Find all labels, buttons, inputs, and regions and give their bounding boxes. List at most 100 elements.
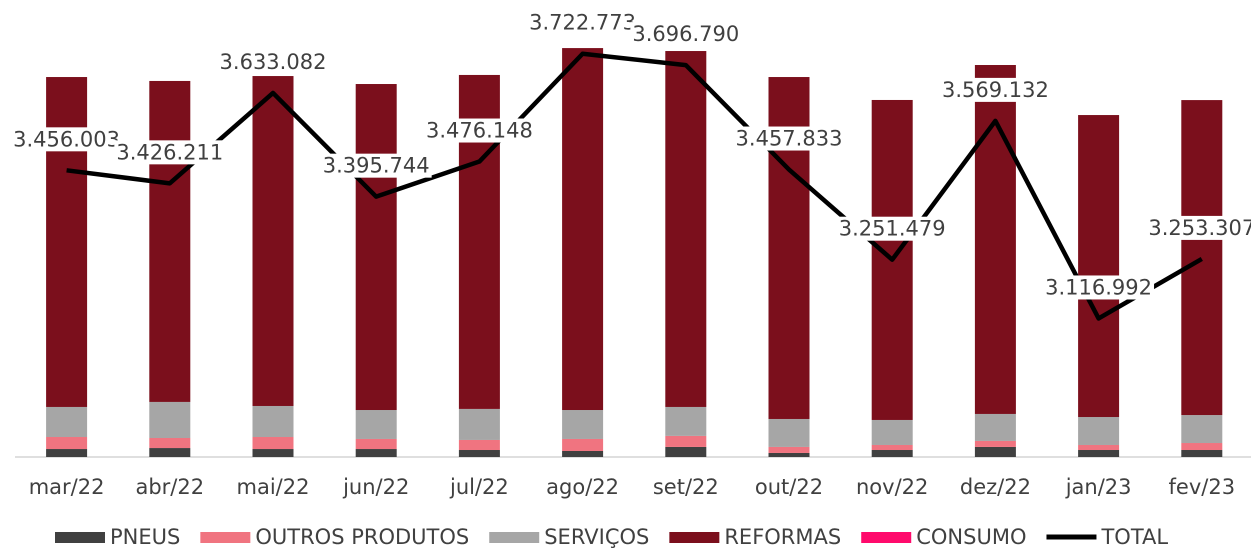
data-label-text: 3.633.082 <box>220 50 327 74</box>
data-label-text: 3.426.211 <box>116 140 223 164</box>
x-tick-label: set/22 <box>653 475 719 499</box>
bar-segment <box>149 437 191 449</box>
legend-label: CONSUMO <box>916 525 1026 548</box>
bar-segment <box>562 450 604 457</box>
bar-segment <box>355 410 397 439</box>
bar-segment <box>974 440 1016 447</box>
bar-segment <box>974 413 1016 441</box>
x-tick-label: mar/22 <box>29 475 105 499</box>
data-label: 3.116.992 <box>1043 275 1155 300</box>
data-label-box <box>527 10 639 35</box>
data-label-text: 3.253.307 <box>1148 216 1251 240</box>
bar-segment <box>1078 444 1120 451</box>
bar-segment <box>562 438 604 451</box>
bar-segment <box>252 76 294 406</box>
x-tick-label: abr/22 <box>135 475 204 499</box>
bar-segment <box>1181 450 1223 457</box>
data-label: 3.633.082 <box>217 49 329 74</box>
bar-segment <box>665 406 707 436</box>
bar-segment <box>974 65 1016 414</box>
data-label-text: 3.569.132 <box>942 78 1049 102</box>
data-label-box <box>1043 275 1155 300</box>
x-tick-label: ago/22 <box>546 475 619 499</box>
bar-segment <box>562 48 604 411</box>
legend-swatch <box>200 532 251 543</box>
data-label-box <box>939 77 1051 102</box>
x-tick-label: jun/22 <box>342 475 409 499</box>
bar-segment <box>871 419 913 445</box>
bar-segment <box>149 80 191 402</box>
bar-segment <box>974 446 1016 457</box>
data-label-box <box>836 216 948 241</box>
bar-segment <box>562 410 604 439</box>
data-label-text: 3.476.148 <box>426 119 533 143</box>
bar-segment <box>355 449 397 457</box>
data-label: 3.251.479 <box>836 216 948 241</box>
data-label-box <box>1146 215 1251 240</box>
bar-segment <box>355 438 397 450</box>
bar-segment <box>458 408 500 440</box>
data-label-box <box>630 22 742 47</box>
bar-segment <box>768 452 810 457</box>
bar-segment <box>46 437 88 450</box>
bar-segment <box>1078 417 1120 445</box>
bar-segment <box>1181 100 1223 416</box>
data-label: 3.426.211 <box>114 140 226 165</box>
bar-segment <box>252 437 294 450</box>
legend-swatch <box>489 532 540 543</box>
bar-segment <box>871 444 913 451</box>
bar-segment <box>46 449 88 457</box>
bar-segment <box>1181 415 1223 444</box>
bar-segment <box>665 51 707 407</box>
legend-swatch <box>55 532 105 543</box>
data-label: 3.395.744 <box>320 153 432 178</box>
data-label-text: 3.116.992 <box>1045 275 1152 299</box>
data-label-box <box>423 118 535 143</box>
bar-segment <box>1181 443 1223 451</box>
bar-segment <box>1078 450 1120 457</box>
data-label: 3.476.148 <box>423 118 535 143</box>
data-label-text: 3.395.744 <box>323 154 430 178</box>
bar-segment <box>1078 115 1120 418</box>
legend-swatch <box>861 532 912 543</box>
data-label-box <box>114 140 226 165</box>
data-label: 3.457.833 <box>733 126 845 151</box>
x-tick-label: dez/22 <box>960 475 1031 499</box>
data-label: 3.569.132 <box>939 77 1051 102</box>
x-tick-label: jan/23 <box>1065 475 1132 499</box>
data-label: 3.253.307 <box>1146 215 1251 240</box>
data-label: 3.722.773 <box>527 10 639 35</box>
data-label-box <box>217 49 329 74</box>
bar-segment <box>149 448 191 457</box>
legend-swatch <box>669 532 720 543</box>
data-label-box <box>11 127 123 152</box>
x-tick-label: jul/22 <box>449 475 509 499</box>
bar-segment <box>665 435 707 447</box>
data-label: 3.456.003 <box>11 127 123 152</box>
x-tick-label: mai/22 <box>237 475 310 499</box>
bar-segment <box>665 446 707 457</box>
bar-segment <box>355 84 397 411</box>
data-label-box <box>320 153 432 178</box>
bar-segment <box>458 439 500 451</box>
data-label-box <box>733 126 845 151</box>
data-label: 3.696.790 <box>630 22 742 47</box>
data-label-text: 3.696.790 <box>632 22 739 46</box>
legend-label: REFORMAS <box>724 525 841 548</box>
bar-segment <box>252 405 294 438</box>
data-label-text: 3.251.479 <box>839 217 946 241</box>
data-label-text: 3.457.833 <box>736 127 843 151</box>
legend-label: PNEUS <box>110 525 180 548</box>
line <box>66 51 1203 321</box>
data-label-text: 3.722.773 <box>529 11 636 35</box>
x-tick-label: fev/23 <box>1169 475 1236 499</box>
bar-segment <box>458 450 500 457</box>
bar-segment <box>149 401 191 438</box>
legend-label: SERVIÇOS <box>544 525 649 548</box>
x-tick-label: nov/22 <box>856 475 928 499</box>
bar-segment <box>768 418 810 447</box>
legend-label: OUTROS PRODUTOS <box>255 525 469 548</box>
bar-segment <box>871 450 913 457</box>
legend-label: TOTAL <box>1100 525 1168 548</box>
